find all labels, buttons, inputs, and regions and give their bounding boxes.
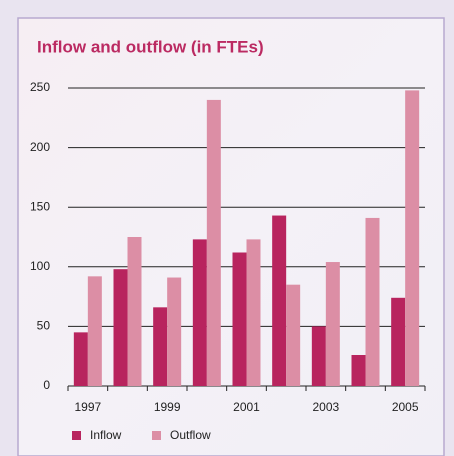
legend-swatch <box>152 431 161 440</box>
bar <box>391 298 405 386</box>
x-tick-label: 2005 <box>392 400 419 414</box>
bar <box>153 307 167 386</box>
x-tick-label: 1999 <box>154 400 181 414</box>
y-tick-label: 0 <box>43 378 50 392</box>
bar <box>167 278 181 386</box>
x-tick-label: 2001 <box>233 400 260 414</box>
y-tick-label: 100 <box>30 259 50 273</box>
bar <box>247 239 261 386</box>
bar <box>207 100 221 386</box>
y-tick-label: 250 <box>30 80 50 94</box>
chart-title: Inflow and outflow (in FTEs) <box>37 37 264 56</box>
legend-label: Inflow <box>90 428 122 442</box>
panel <box>18 18 444 456</box>
bar <box>405 90 419 386</box>
x-tick-label: 2003 <box>312 400 339 414</box>
bar <box>312 326 326 386</box>
y-tick-label: 150 <box>30 199 50 213</box>
bar <box>74 332 88 386</box>
bar <box>366 218 380 386</box>
legend-label: Outflow <box>170 428 211 442</box>
bar <box>233 252 247 386</box>
bar <box>193 239 207 386</box>
legend-swatch <box>72 431 81 440</box>
bar <box>128 237 142 386</box>
bar <box>272 216 286 386</box>
y-tick-label: 200 <box>30 140 50 154</box>
bar <box>352 355 366 386</box>
y-tick-label: 50 <box>37 319 51 333</box>
bar <box>326 262 340 386</box>
bar <box>88 276 102 386</box>
chart: Inflow and outflow (in FTEs) 0 50 100 150 20… <box>0 0 454 456</box>
bar <box>286 285 300 386</box>
bar <box>114 269 128 386</box>
x-tick-label: 1997 <box>74 400 101 414</box>
